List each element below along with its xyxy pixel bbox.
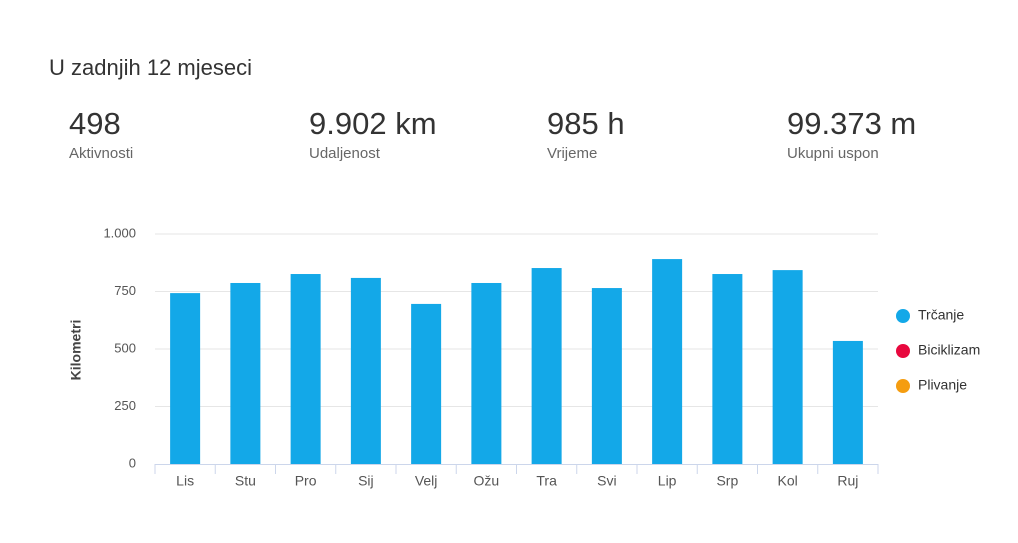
bar	[290, 274, 321, 464]
bar	[652, 259, 683, 464]
bar	[471, 282, 502, 464]
x-tick-label: Kol	[778, 473, 798, 489]
x-tick-label: Svi	[597, 473, 616, 489]
x-tick-label: Lip	[658, 473, 677, 489]
y-tick-label: 1.000	[103, 225, 136, 240]
stat-value: 99.373 m	[787, 106, 916, 141]
x-tick-label: Sij	[358, 473, 374, 489]
y-axis-label: Kilometri	[68, 320, 84, 381]
bar	[531, 268, 562, 464]
legend-marker	[896, 344, 910, 358]
legend-label: Plivanje	[918, 377, 967, 393]
legend-marker	[896, 309, 910, 323]
x-tick-label: Tra	[536, 473, 557, 489]
x-tick-label: Srp	[716, 473, 738, 489]
stat-label: Ukupni uspon	[787, 145, 879, 162]
bar	[772, 270, 803, 464]
stat-label: Aktivnosti	[69, 145, 133, 162]
widget-title: U zadnjih 12 mjeseci	[49, 55, 252, 80]
x-tick-label: Velj	[415, 473, 438, 489]
y-tick-label: 500	[114, 340, 136, 355]
x-tick-label: Ruj	[837, 473, 858, 489]
stat-value: 985 h	[547, 106, 625, 141]
y-tick-label: 750	[114, 283, 136, 298]
bar	[230, 282, 261, 464]
bar	[591, 288, 622, 464]
bar	[350, 277, 381, 464]
x-tick-label: Stu	[235, 473, 256, 489]
stat-label: Vrijeme	[547, 145, 597, 162]
bar	[170, 293, 201, 464]
legend-marker	[896, 379, 910, 393]
y-tick-label: 0	[129, 455, 136, 470]
x-tick-label: Lis	[176, 473, 194, 489]
x-tick-label: Pro	[295, 473, 317, 489]
bar	[411, 303, 442, 464]
stat-label: Udaljenost	[309, 145, 381, 162]
legend-label: Biciklizam	[918, 342, 980, 358]
x-tick-label: Ožu	[474, 473, 500, 489]
bar	[712, 274, 743, 464]
stat-value: 9.902 km	[309, 106, 437, 141]
y-tick-label: 250	[114, 398, 136, 413]
legend-label: Trčanje	[918, 307, 964, 323]
stat-value: 498	[69, 106, 121, 141]
bar	[832, 340, 863, 464]
